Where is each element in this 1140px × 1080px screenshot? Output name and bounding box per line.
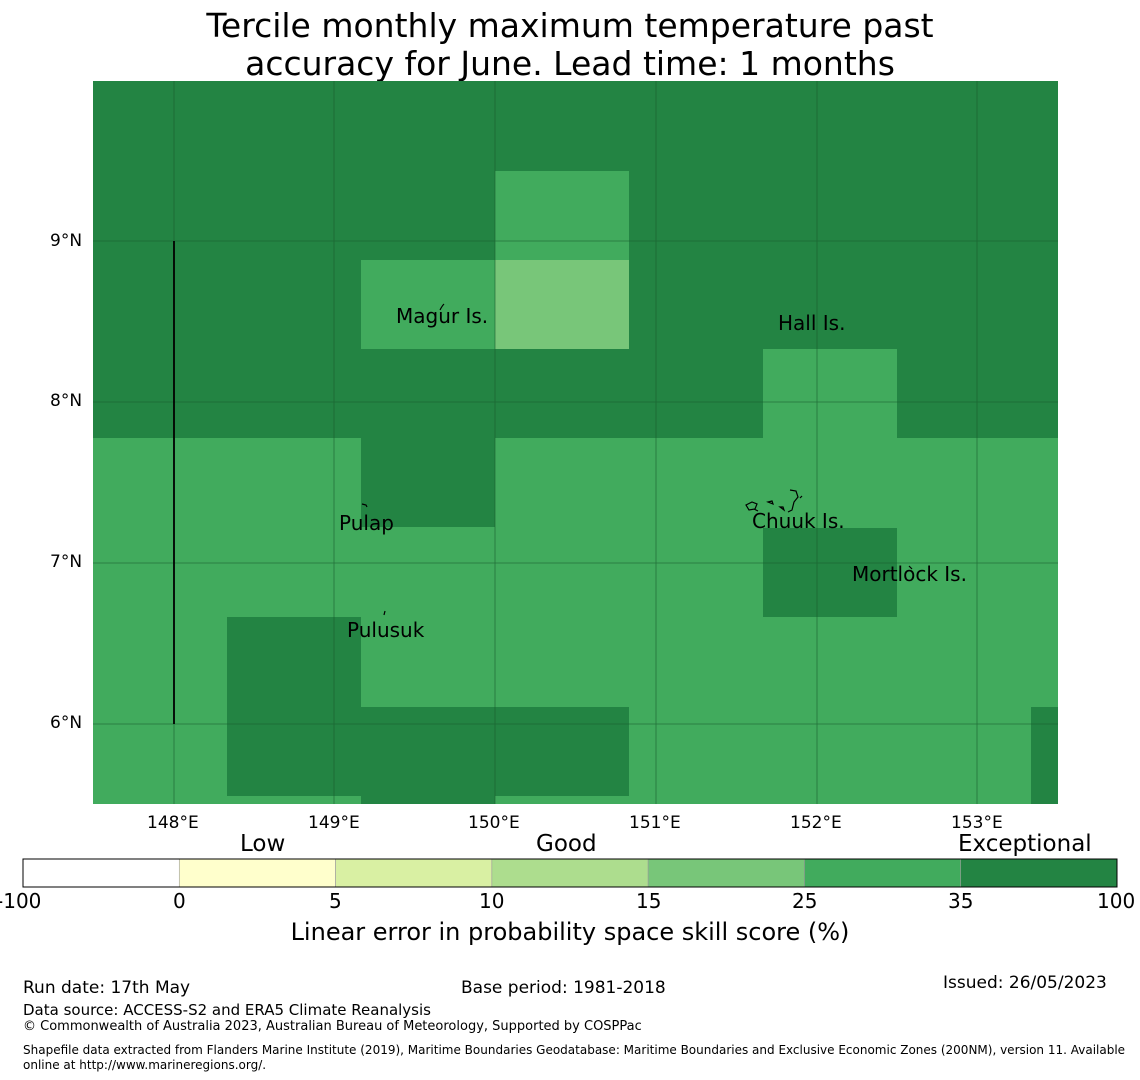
place-label-magur: Magur Is. (396, 304, 489, 328)
issued-date: Issued: 26/05/2023 (943, 973, 1107, 993)
place-label-pulap: Pulap (339, 511, 394, 535)
colorbar-tick-label: 35 (948, 889, 974, 913)
place-label-chuuk: Chuuk Is. (752, 509, 845, 533)
copyright: © Commonwealth of Australia 2023, Austra… (23, 1019, 642, 1034)
colorbar-segment (178, 858, 336, 888)
colorbar-tick-label: -100 (0, 889, 42, 913)
map-title-line-2: accuracy for June. Lead time: 1 months (245, 44, 895, 83)
lat-tick-label: 9°N (50, 231, 83, 251)
colorbar-segment (960, 858, 1118, 888)
lon-tick-label: 151°E (629, 813, 681, 833)
skill-grid (93, 81, 1058, 804)
lon-tick-label: 148°E (147, 813, 199, 833)
colorbar (22, 858, 1118, 888)
magur-island-shape (439, 303, 445, 311)
grid-cell (495, 260, 629, 349)
data-source: Data source: ACCESS-S2 and ERA5 Climate … (23, 1001, 431, 1019)
chuuk-island-shape (787, 489, 799, 513)
colorbar-segment (804, 858, 962, 888)
grid-cell (361, 796, 495, 804)
colorbar-segment (22, 858, 180, 888)
grid-cell (361, 260, 495, 349)
colorbar-tick-label: 10 (479, 889, 505, 913)
map-title-line-1: Tercile monthly maximum temperature past (206, 6, 934, 45)
hall-island-shape (799, 495, 803, 499)
chuuk-island-shape (778, 506, 786, 512)
place-label-mortlock: Mortlock Is. (852, 562, 967, 586)
lat-tick-label: 6°N (50, 713, 83, 733)
place-label-hall: Hall Is. (778, 311, 846, 335)
colorbar-category-exceptional: Exceptional (958, 831, 1092, 857)
lon-tick-label: 153°E (951, 813, 1003, 833)
grid-cell (495, 171, 629, 260)
colorbar-tick-label: 0 (173, 889, 186, 913)
colorbar-title: Linear error in probability space skill … (290, 918, 850, 946)
shapefile-credit-line-2: online at http://www.marineregions.org/. (23, 1058, 267, 1072)
shapefile-credit-line-1: Shapefile data extracted from Flanders M… (23, 1043, 1126, 1057)
grid-cell (361, 438, 495, 527)
colorbar-segment (491, 858, 649, 888)
chuuk-island-shape (745, 501, 758, 511)
pulusuk-island-shape (383, 610, 386, 616)
lat-tick-label: 7°N (50, 552, 83, 572)
island-outlines (361, 303, 913, 616)
base-period: Base period: 1981-2018 (461, 978, 666, 998)
grid-cell (763, 528, 897, 617)
colorbar-tick-label: 100 (1097, 889, 1136, 913)
gridlines (93, 81, 1058, 804)
colorbar-segment (647, 858, 805, 888)
place-label-pulusuk: Pulusuk (347, 618, 425, 642)
pulap-island-shape (361, 503, 368, 508)
grid-cell (227, 617, 361, 796)
run-date: Run date: 17th May (23, 978, 191, 998)
colorbar-category-good: Good (536, 831, 597, 857)
colorbar-segment (335, 858, 493, 888)
colorbar-category-low: Low (240, 831, 286, 857)
chuuk-island-shape (766, 500, 774, 506)
colorbar-tick-label: 15 (636, 889, 662, 913)
lon-tick-label: 152°E (790, 813, 842, 833)
colorbar-tick-label: 25 (792, 889, 818, 913)
lat-tick-label: 8°N (50, 391, 83, 411)
lon-tick-label: 149°E (308, 813, 360, 833)
lon-tick-label: 150°E (468, 813, 520, 833)
grid-cell (763, 349, 897, 438)
colorbar-tick-label: 5 (329, 889, 342, 913)
mortlock-island-shape (908, 565, 913, 570)
grid-cell (1031, 707, 1058, 804)
chuuk-island-shape (753, 508, 759, 512)
